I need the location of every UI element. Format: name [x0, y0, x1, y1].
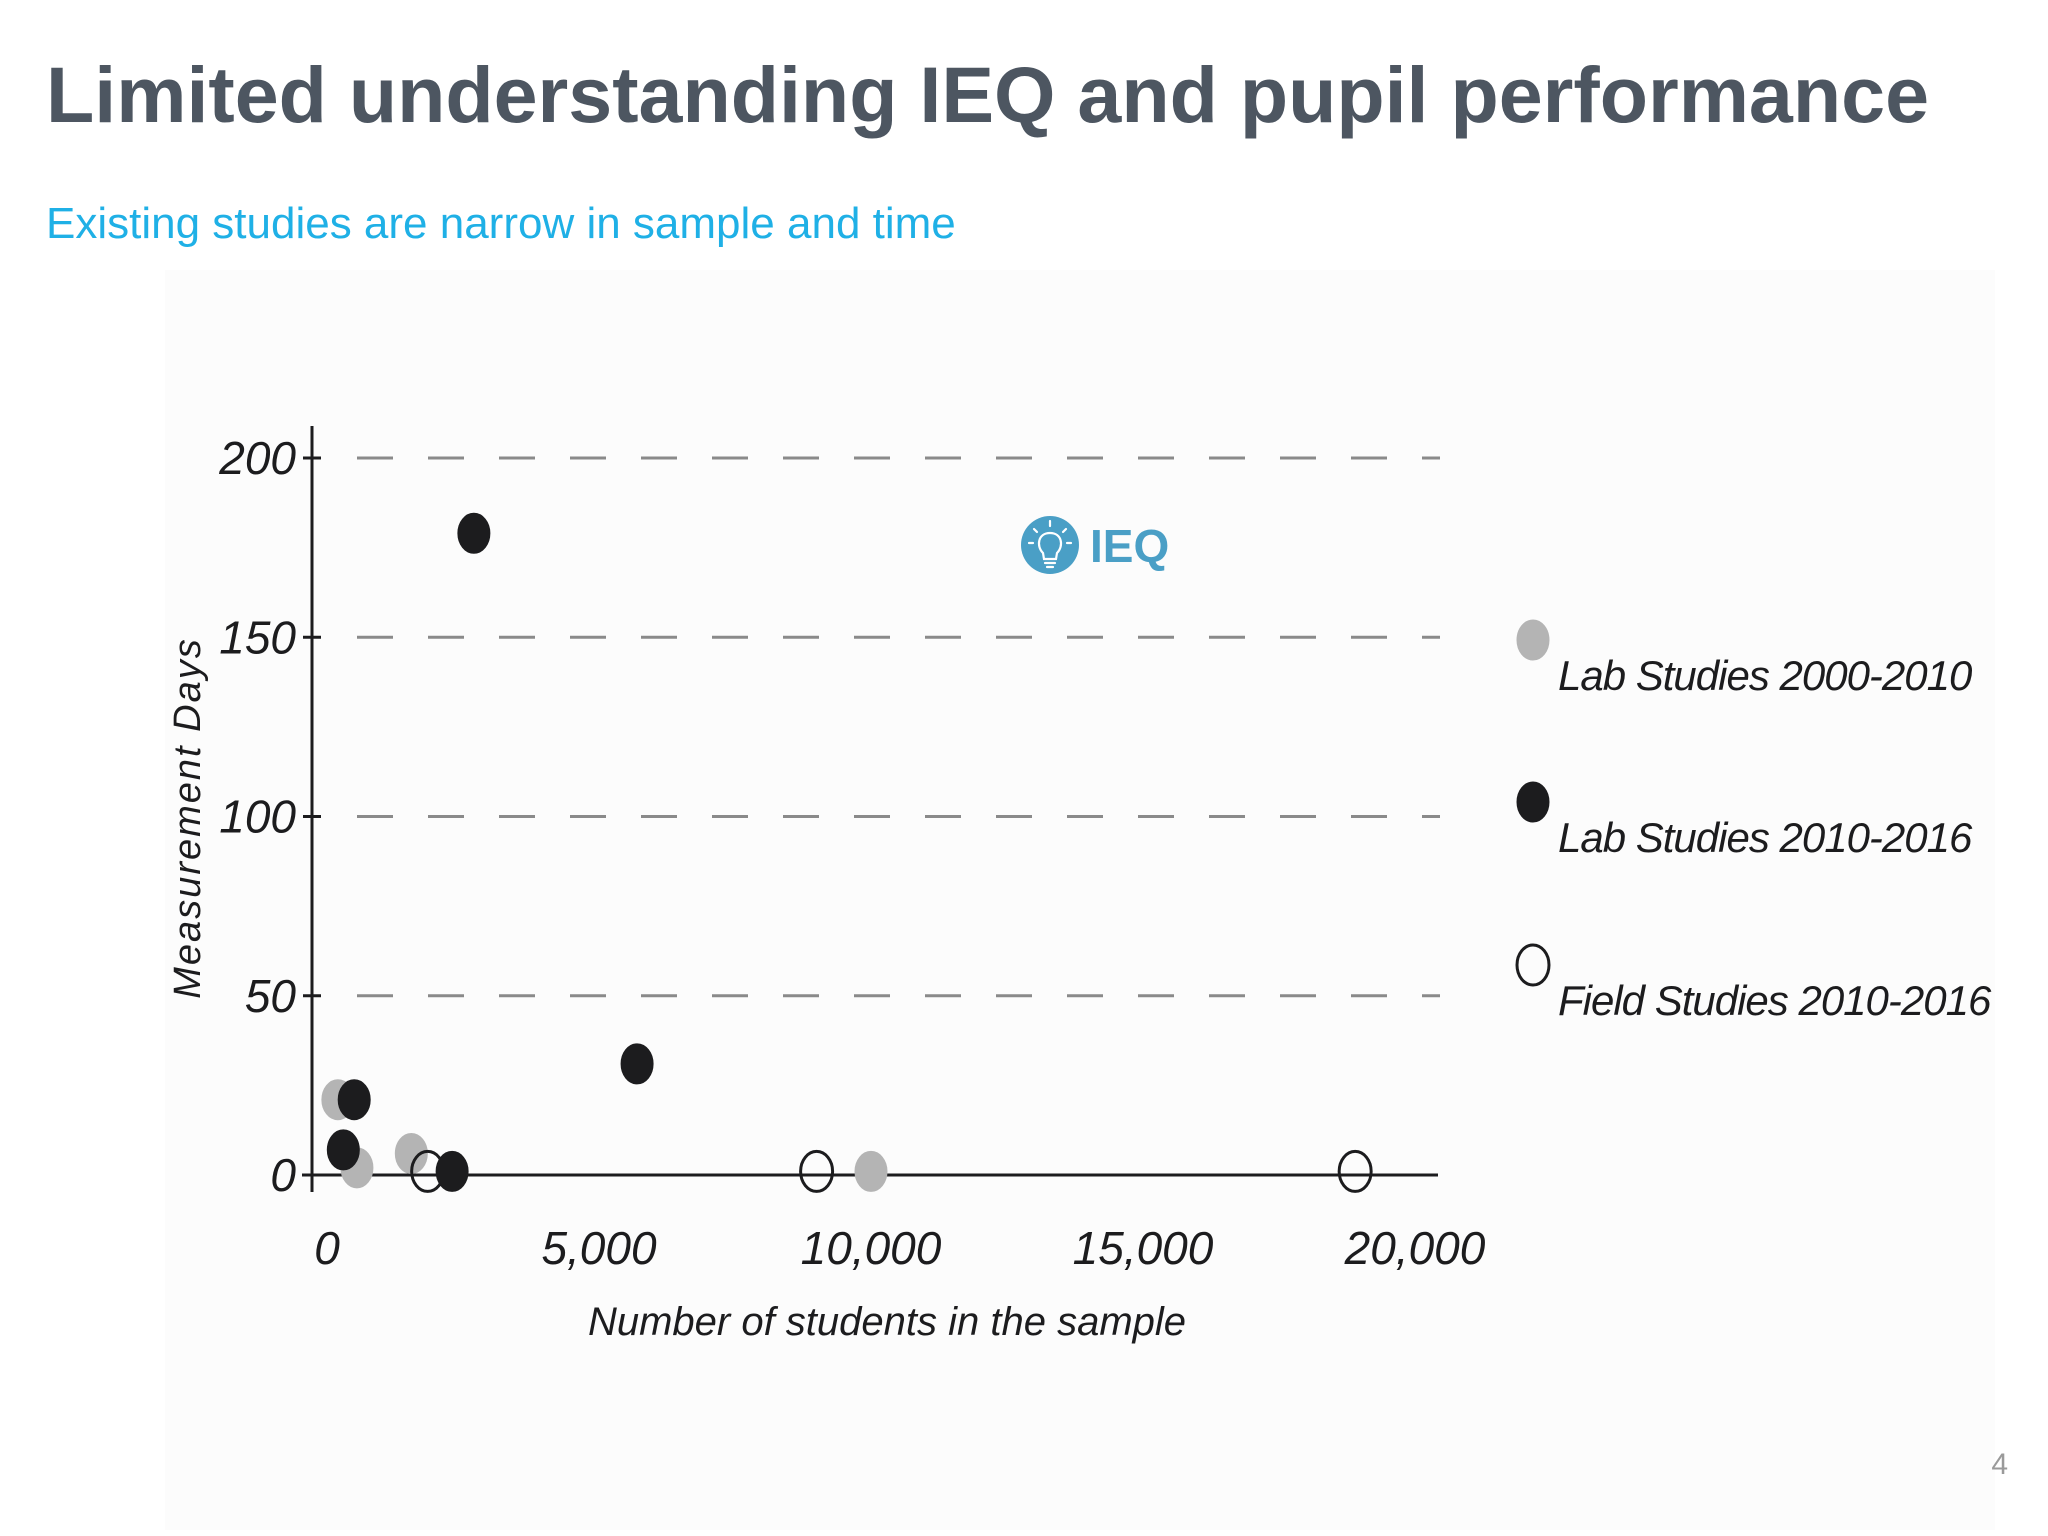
chart-panel — [165, 270, 1995, 1530]
legend-label: Lab Studies 2010-2016 — [1558, 814, 1973, 861]
page-number: 4 — [1991, 1448, 2008, 1481]
data-point — [854, 1150, 888, 1192]
data-point — [326, 1129, 360, 1171]
ieq-badge-label: IEQ — [1090, 520, 1169, 572]
data-point — [457, 512, 491, 554]
y-axis-title: Measurement Days — [167, 637, 209, 998]
y-tick-label: 200 — [218, 432, 296, 484]
data-points — [321, 512, 1373, 1193]
y-tick-label: 100 — [219, 791, 296, 843]
lightbulb-icon — [1027, 519, 1073, 569]
data-point — [435, 1150, 469, 1192]
x-tick-label: 15,000 — [1073, 1222, 1214, 1274]
x-axis-title: Number of students in the sample — [588, 1300, 1186, 1344]
ieq-badge: IEQ — [1021, 516, 1169, 574]
chart-legend: Lab Studies 2000-2010 Lab Studies 2010-20… — [1515, 619, 1993, 1024]
x-tick-label: 10,000 — [801, 1222, 942, 1274]
x-tick-label: 5,000 — [541, 1222, 657, 1274]
legend-label: Lab Studies 2000-2010 — [1558, 652, 1973, 699]
slide-subtitle: Existing studies are narrow in sample an… — [46, 199, 956, 248]
data-point — [620, 1043, 654, 1085]
x-tick-label: 20,000 — [1344, 1222, 1486, 1274]
data-point — [1337, 1149, 1373, 1193]
data-point — [337, 1079, 371, 1121]
grid-lines — [357, 456, 1440, 998]
data-point — [799, 1149, 835, 1193]
data-point — [410, 1149, 446, 1193]
y-tick-label: 0 — [270, 1149, 296, 1201]
x-tick-label: 0 — [314, 1222, 340, 1274]
y-tick-label: 150 — [219, 611, 296, 663]
legend-marker — [1516, 619, 1550, 661]
y-tick-labels: 0 50 100 150 200 — [218, 432, 296, 1201]
legend-label: Field Studies 2010-2016 — [1558, 977, 1992, 1024]
axis-ticks — [303, 456, 321, 1177]
legend-marker — [1516, 781, 1550, 823]
slide-title: Limited understanding IEQ and pupil perf… — [46, 50, 1930, 139]
x-tick-labels: 0 5,000 10,000 15,000 20,000 — [314, 1222, 1486, 1274]
y-tick-label: 50 — [245, 970, 297, 1022]
legend-marker — [1515, 943, 1551, 987]
